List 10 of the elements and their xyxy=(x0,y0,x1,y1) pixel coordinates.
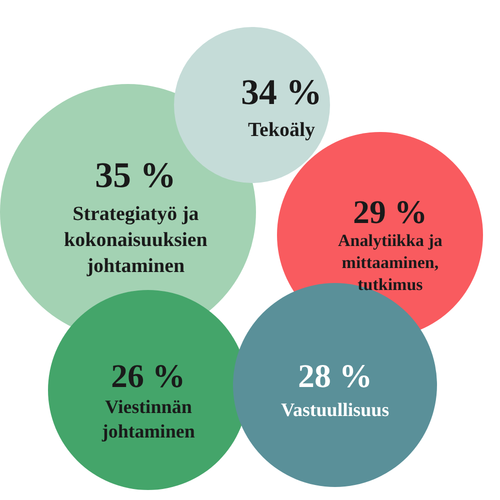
data-label: 26 % xyxy=(111,359,186,395)
category-label: Tekoäly xyxy=(248,119,316,141)
data-label: 29 % xyxy=(353,195,428,231)
category-label: Strategiatyö ja kokonaisuuksien johtaminen xyxy=(64,203,208,277)
data-label: 28 % xyxy=(298,359,372,395)
category-label: Vastuullisuus xyxy=(281,400,390,421)
data-label: 35 % xyxy=(95,155,176,195)
data-label: 34 % xyxy=(241,72,322,112)
category-label: Analytiikka ja mittaaminen, tutkimus xyxy=(338,231,443,294)
category-label: Viestinnän johtaminen xyxy=(101,397,196,443)
